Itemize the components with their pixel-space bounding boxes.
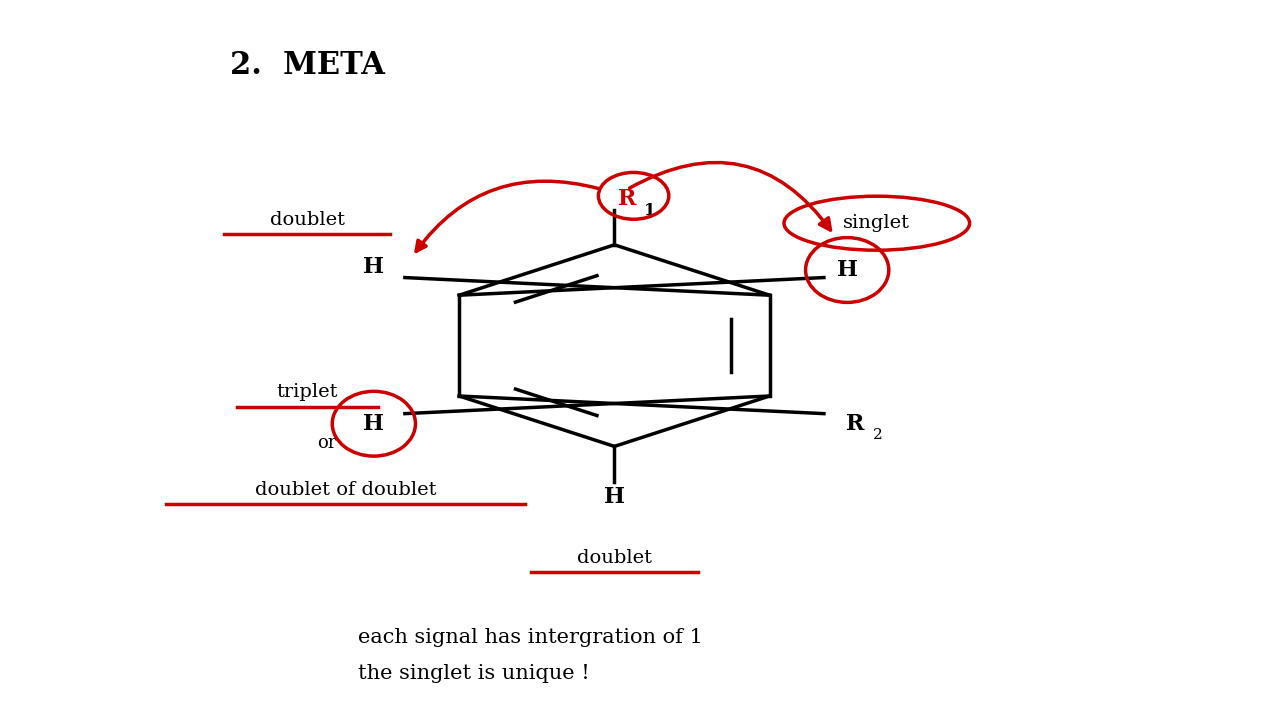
Text: triplet: triplet — [276, 383, 338, 402]
Text: 1: 1 — [645, 202, 655, 219]
Text: each signal has intergration of 1: each signal has intergration of 1 — [358, 628, 703, 647]
FancyArrowPatch shape — [416, 181, 599, 251]
Text: R: R — [846, 413, 864, 435]
Text: doublet of doublet: doublet of doublet — [255, 481, 436, 498]
Text: R: R — [618, 189, 636, 210]
Text: doublet: doublet — [577, 549, 652, 567]
Text: or: or — [316, 433, 337, 452]
Text: the singlet is unique !: the singlet is unique ! — [358, 664, 590, 683]
Text: singlet: singlet — [844, 215, 910, 233]
Text: 2.  META: 2. META — [230, 50, 385, 81]
Text: H: H — [364, 256, 384, 279]
Text: H: H — [604, 486, 625, 508]
Text: 2: 2 — [873, 428, 883, 441]
Text: doublet: doublet — [270, 211, 344, 229]
FancyArrowPatch shape — [630, 163, 831, 230]
Text: H: H — [837, 259, 858, 281]
Text: H: H — [364, 413, 384, 435]
